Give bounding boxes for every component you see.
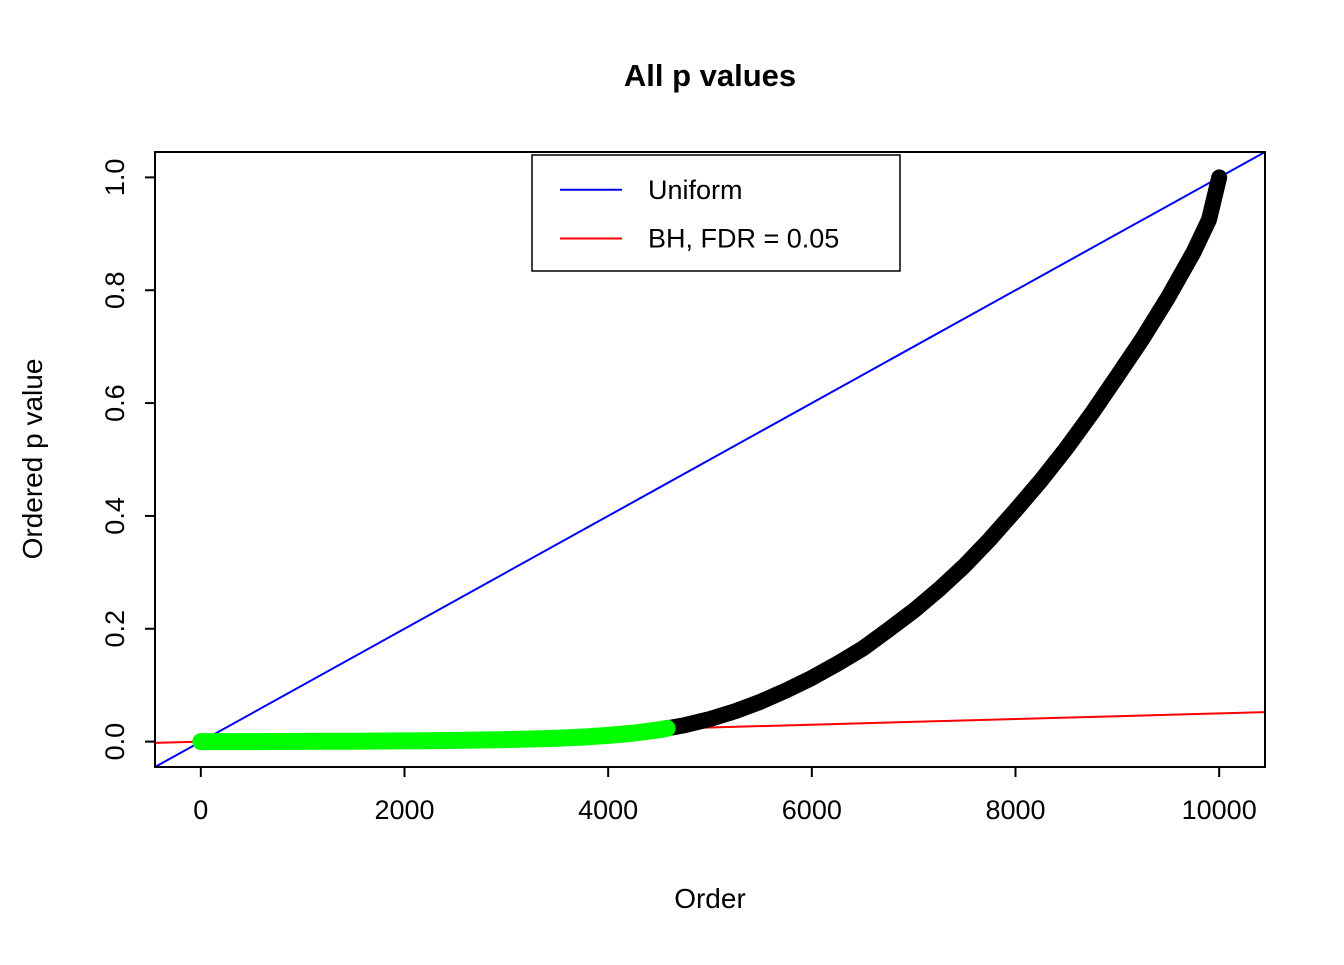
y-tick-label: 1.0	[100, 159, 130, 197]
legend-item-label: Uniform	[648, 175, 743, 205]
x-axis-title: Order	[674, 883, 746, 914]
y-tick-label: 0.2	[100, 610, 130, 648]
x-tick-label: 4000	[578, 795, 638, 825]
y-axis-ticks: 0.0 0.2 0.4 0.6 0.8 1.0	[100, 159, 155, 761]
legend: Uniform BH, FDR = 0.05	[531, 154, 901, 272]
x-tick-label: 2000	[374, 795, 434, 825]
y-tick-label: 0.4	[100, 497, 130, 535]
x-tick-label: 10000	[1182, 795, 1257, 825]
x-tick-label: 8000	[985, 795, 1045, 825]
x-axis-ticks: 0 2000 4000 6000 8000 10000	[193, 767, 1257, 825]
y-tick-label: 0.6	[100, 384, 130, 422]
y-axis-title: Ordered p value	[17, 359, 48, 560]
y-tick-label: 0.0	[100, 723, 130, 761]
y-tick-label: 0.8	[100, 271, 130, 309]
plot-box	[154, 151, 1266, 768]
legend-box	[531, 154, 901, 272]
uniform-line	[154, 151, 1266, 768]
data-layer	[154, 151, 1266, 768]
x-tick-label: 0	[193, 795, 208, 825]
legend-item-label: BH, FDR = 0.05	[648, 224, 839, 254]
plot-title: All p values	[624, 58, 796, 93]
x-tick-label: 6000	[782, 795, 842, 825]
significant-pvalues-curve	[192, 719, 676, 751]
